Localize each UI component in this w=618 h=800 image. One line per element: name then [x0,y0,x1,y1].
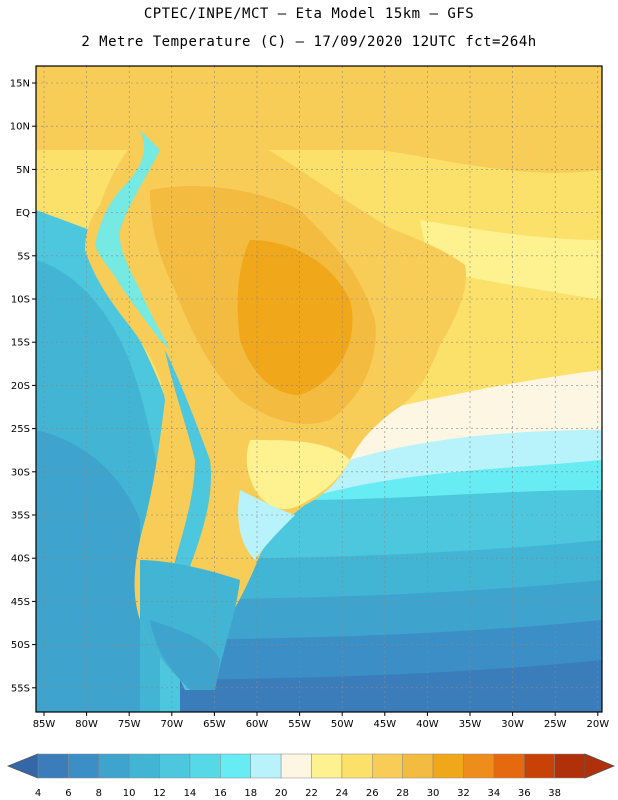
colorbar-label: 36 [518,788,531,799]
lon-tick-label: 30W [501,719,524,730]
lon-tick-label: 45W [373,719,396,730]
colorbar-label: 20 [275,788,288,799]
lat-tick-label: 45S [11,597,30,608]
lon-tick-label: 20W [586,719,609,730]
colorbar-swatch [128,753,160,779]
lon-tick-label: 70W [160,719,183,730]
colorbar-label: 4 [35,788,41,799]
lon-tick-label: 75W [118,719,141,730]
colorbar-swatch [493,753,525,779]
colorbar-swatch [463,753,495,779]
lat-tick-label: 5S [17,251,30,262]
map-subtitle: 2 Metre Temperature (C) – 17/09/2020 12U… [81,34,537,50]
colorbar-label: 14 [184,788,197,799]
colorbar-label: 8 [96,788,102,799]
colorbar-swatch [372,753,403,779]
colorbar-label: 28 [396,788,409,799]
colorbar: 4 6 8 10 12 14 16 18 20 22 24 26 28 30 32 34 36 38 [6,753,616,799]
colorbar-swatch [220,753,251,779]
colorbar-label: 12 [153,788,166,799]
colorbar-swatch [341,753,373,779]
colorbar-label: 38 [548,788,561,799]
colorbar-under-arrow [6,753,39,779]
longitude-labels: 85W 80W 75W 70W 65W 60W 55W 50W 45W 40W 35W 30W 25W 2… [33,712,609,730]
colorbar-label: 32 [457,788,470,799]
colorbar-label: 30 [427,788,440,799]
lat-tick-label: 5N [16,165,30,176]
lat-tick-label: 50S [11,640,30,651]
colorbar-swatch [432,753,464,779]
colorbar-swatch [37,753,69,779]
colorbar-label: 26 [366,788,379,799]
lat-tick-label: 35S [11,511,30,522]
lat-tick-label: EQ [16,208,30,219]
lat-tick-label: 55S [11,683,30,694]
lat-tick-label: 40S [11,554,30,565]
colorbar-swatch [402,753,434,779]
lat-lon-grid [36,66,602,712]
colorbar-swatch [280,753,312,779]
colorbar-swatch [554,753,586,779]
colorbar-label: 6 [65,788,71,799]
lat-tick-label: 10S [11,295,30,306]
colorbar-swatch [189,753,221,779]
lon-tick-label: 85W [33,719,56,730]
lat-tick-label: 25S [11,424,30,435]
colorbar-swatch [311,753,343,779]
temperature-field [36,66,602,712]
lon-tick-label: 50W [331,719,354,730]
lat-tick-label: 15N [10,79,30,90]
colorbar-label: 22 [305,788,318,799]
lon-tick-label: 35W [459,719,482,730]
lon-tick-label: 55W [288,719,311,730]
lon-tick-label: 80W [75,719,98,730]
colorbar-swatch [159,753,191,779]
colorbar-swatch [250,753,282,779]
map-title: CPTEC/INPE/MCT – Eta Model 15km – GFS [143,6,475,22]
lon-tick-label: 25W [544,719,567,730]
colorbar-over-arrow [584,753,616,779]
lat-tick-label: 15S [11,338,30,349]
colorbar-swatch [523,753,555,779]
colorbar-label: 10 [123,788,136,799]
colorbar-swatch [68,753,100,779]
map-frame [35,65,603,713]
colorbar-label: 18 [244,788,257,799]
colorbar-label: 24 [336,788,349,799]
colorbar-swatch [98,753,130,779]
latitude-labels: 15N 10N 5N EQ 5S 10S 15S 20S 25S 30S 35S 40S 45S 50S 5… [10,79,36,694]
lat-tick-label: 20S [11,381,30,392]
colorbar-label: 34 [487,788,500,799]
lon-tick-label: 60W [246,719,269,730]
lon-tick-label: 65W [203,719,226,730]
lat-tick-label: 10N [10,122,30,133]
colorbar-label: 16 [214,788,227,799]
lat-tick-label: 30S [11,467,30,478]
lon-tick-label: 40W [416,719,439,730]
